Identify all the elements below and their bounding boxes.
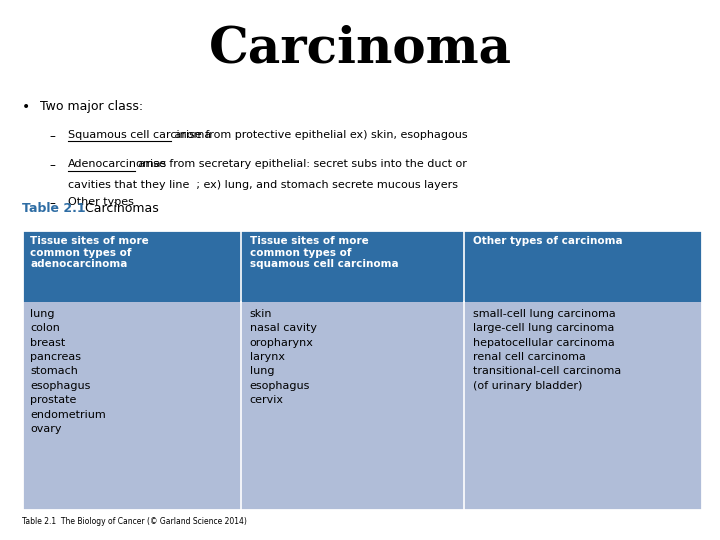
Text: Squamous cell carcinoma: Squamous cell carcinoma — [68, 130, 212, 140]
Text: arise from protective epithelial ex) skin, esophagous: arise from protective epithelial ex) ski… — [171, 130, 468, 140]
Text: Adenocarcinomas: Adenocarcinomas — [68, 159, 168, 170]
Text: Other types: Other types — [68, 197, 134, 207]
Text: –: – — [49, 197, 55, 210]
Text: Two major class:: Two major class: — [40, 100, 143, 113]
FancyBboxPatch shape — [22, 302, 702, 510]
Text: small-cell lung carcinoma
large-cell lung carcinoma
hepatocellular carcinoma
ren: small-cell lung carcinoma large-cell lun… — [473, 309, 621, 391]
Text: lung
colon
breast
pancreas
stomach
esophagus
prostate
endometrium
ovary: lung colon breast pancreas stomach esoph… — [30, 309, 106, 434]
Text: cavities that they line  ; ex) lung, and stomach secrete mucous layers: cavities that they line ; ex) lung, and … — [68, 180, 459, 190]
Text: Carcinomas: Carcinomas — [81, 202, 158, 215]
Text: Tissue sites of more
common types of
adenocarcinoma: Tissue sites of more common types of ade… — [30, 236, 149, 269]
Text: Table 2.1  The Biology of Cancer (© Garland Science 2014): Table 2.1 The Biology of Cancer (© Garla… — [22, 517, 246, 526]
Text: Carcinoma: Carcinoma — [209, 24, 511, 73]
Text: skin
nasal cavity
oropharynx
larynx
lung
esophagus
cervix: skin nasal cavity oropharynx larynx lung… — [250, 309, 317, 406]
Text: Table 2.1: Table 2.1 — [22, 202, 85, 215]
Text: Other types of carcinoma: Other types of carcinoma — [473, 236, 623, 246]
Text: Tissue sites of more
common types of
squamous cell carcinoma: Tissue sites of more common types of squ… — [250, 236, 398, 269]
Text: –: – — [49, 130, 55, 143]
Text: arise from secretary epithelial: secret subs into the duct or: arise from secretary epithelial: secret … — [135, 159, 467, 170]
Text: •: • — [22, 100, 30, 114]
Text: –: – — [49, 159, 55, 172]
FancyBboxPatch shape — [22, 230, 702, 302]
